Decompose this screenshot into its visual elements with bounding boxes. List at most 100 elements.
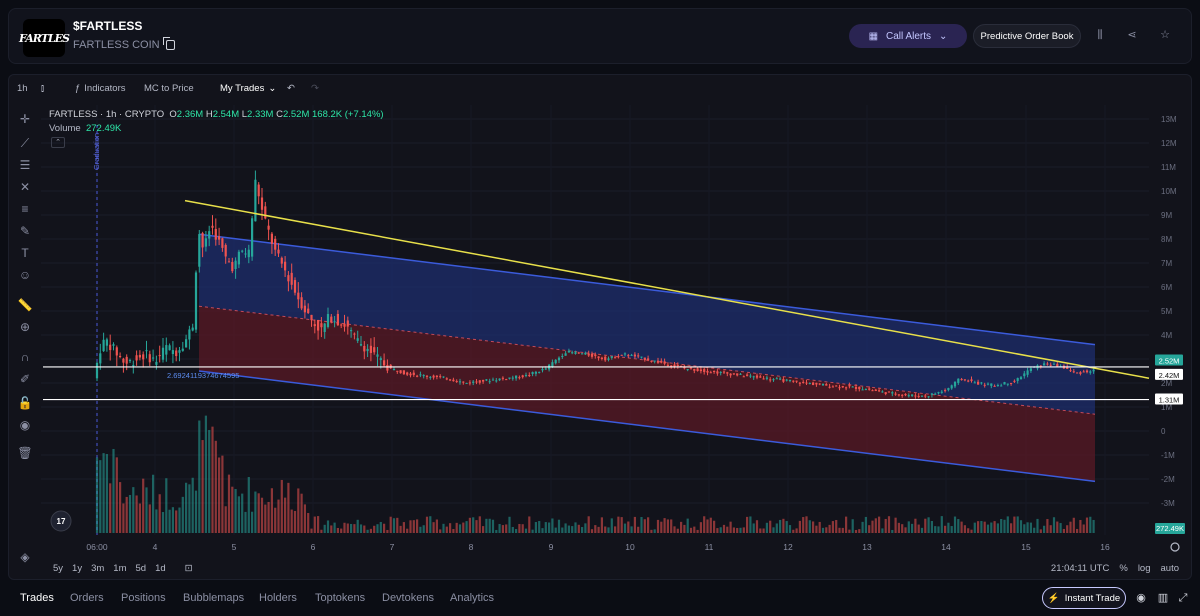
volume-bar [396, 517, 399, 533]
volume-bar [132, 487, 135, 533]
volume-bar [920, 527, 924, 533]
tab-toptokens[interactable]: Toptokens [315, 592, 366, 604]
eye-icon[interactable]: ◉ [19, 418, 31, 432]
collapse-legend-button[interactable]: ⌃ [51, 137, 65, 148]
candle [825, 384, 828, 386]
percent-toggle[interactable]: % [1119, 563, 1128, 574]
volume-bar [812, 521, 815, 533]
layers-icon[interactable]: ◈ [20, 550, 30, 564]
volume-bar [732, 527, 735, 533]
volume-bar [841, 527, 844, 533]
volume-bar [115, 457, 118, 533]
volume-bar [1010, 523, 1013, 533]
tab-devtokens[interactable]: Devtokens [382, 592, 434, 604]
timeframe-1d[interactable]: 1d [155, 563, 166, 574]
candle [920, 395, 924, 397]
candle [310, 314, 313, 321]
tab-analytics[interactable]: Analytics [450, 592, 495, 604]
share-icon[interactable]: ⋖ [1127, 29, 1137, 41]
candle [772, 379, 775, 381]
order-book-label: Predictive Order Book [980, 30, 1074, 42]
volume-bar [736, 527, 739, 533]
candle [422, 375, 425, 377]
volume-bar [1019, 520, 1023, 533]
volume-bar [818, 521, 821, 533]
volume-bar [861, 521, 864, 533]
candle-type-icon[interactable]: ⫾ [41, 83, 45, 94]
tab-trades[interactable]: Trades [20, 592, 54, 604]
zoom-icon[interactable]: ⊕ [19, 320, 31, 334]
candle [633, 354, 636, 357]
volume-bar [181, 496, 184, 533]
tab-orders[interactable]: Orders [70, 592, 104, 604]
candle [416, 375, 419, 377]
star-icon[interactable]: ☆ [1160, 29, 1170, 41]
pattern-icon[interactable]: ✕ [19, 180, 31, 194]
utc-time[interactable]: 21:04:11 UTC [1050, 563, 1110, 574]
tab-bubblemaps[interactable]: Bubblemaps [183, 592, 245, 604]
candle [947, 388, 950, 391]
volume-bar [647, 517, 650, 533]
horizontal-lines-icon[interactable]: ☰ [19, 158, 31, 172]
magnet-icon[interactable]: ∩ [20, 350, 30, 364]
layout-icon[interactable]: ▥ [1157, 592, 1169, 604]
timeframe-1y[interactable]: 1y [72, 563, 83, 574]
candle [353, 333, 356, 335]
candle [1039, 365, 1042, 367]
timeframe-5y[interactable]: 5y [53, 563, 64, 574]
lock-drawing-icon[interactable]: ✐ [19, 372, 31, 386]
timeframe-5d[interactable]: 5d [135, 563, 147, 574]
volume-bar [620, 517, 623, 533]
undo-icon[interactable]: ↶ [287, 83, 295, 94]
candle [122, 358, 125, 363]
candle [967, 380, 970, 382]
x-tick-label: 13 [862, 542, 872, 552]
volume-bar [194, 490, 198, 533]
expand-icon[interactable]: ⤢ [1178, 592, 1188, 604]
text-icon[interactable]: T [21, 246, 29, 260]
lock-icon[interactable]: 🔓 [17, 396, 33, 410]
predictive-order-book-button[interactable]: Predictive Order Book [973, 24, 1081, 48]
crosshair-icon[interactable]: ✛ [19, 112, 31, 126]
fib-icon[interactable]: ≡ [21, 202, 29, 216]
candle [482, 379, 485, 382]
timeframe-1m[interactable]: 1m [113, 563, 127, 574]
sliders-icon[interactable]: ⫼ [1097, 29, 1103, 41]
price-chart[interactable]: 13M12M11M10M9M8M7M6M5M4M3M2M1M0-1M-2M-3M… [9, 75, 1193, 581]
emoji-icon[interactable]: ☺ [18, 268, 32, 282]
timeframe-3m[interactable]: 3m [91, 563, 105, 574]
volume-bar [792, 529, 795, 533]
tab-holders[interactable]: Holders [259, 592, 297, 604]
brush-icon[interactable]: ✎ [19, 224, 31, 238]
instant-trade-button[interactable]: ⚡ Instant Trade [1042, 587, 1126, 609]
candle [333, 321, 336, 323]
copy-icon[interactable] [162, 37, 175, 50]
my-trades-dropdown[interactable]: My Trades ⌄ [220, 83, 276, 94]
ruler-icon[interactable]: 📏 [17, 298, 33, 312]
trash-icon[interactable]: 🗑 [17, 446, 33, 460]
candle [297, 292, 300, 300]
candle [769, 379, 772, 381]
trendline-icon[interactable]: ⟋ [20, 136, 30, 150]
eye-icon[interactable]: ◉ [1136, 592, 1146, 604]
auto-toggle[interactable]: auto [1160, 563, 1180, 574]
call-alerts-button[interactable]: ▦ Call Alerts ⌄ [849, 24, 967, 48]
x-tick-label: 9 [549, 542, 554, 552]
tab-positions[interactable]: Positions [121, 592, 166, 604]
candle [449, 379, 452, 381]
candle [155, 361, 158, 365]
candle [937, 392, 940, 394]
mc-to-price-button[interactable]: MC to Price [144, 83, 194, 94]
volume-bar [993, 521, 996, 533]
log-toggle[interactable]: log [1137, 563, 1151, 574]
candle [175, 350, 178, 357]
tradingview-logo-icon [50, 510, 72, 532]
redo-icon[interactable]: ↷ [311, 83, 319, 94]
volume-bar [901, 524, 904, 533]
volume-bar [769, 520, 772, 533]
interval-selector[interactable]: 1h [17, 83, 28, 94]
y-tick-label: 5M [1161, 307, 1172, 316]
calendar-icon[interactable]: ⊡ [184, 563, 193, 574]
indicators-button[interactable]: ƒ Indicators [75, 83, 125, 94]
candle [224, 244, 227, 257]
